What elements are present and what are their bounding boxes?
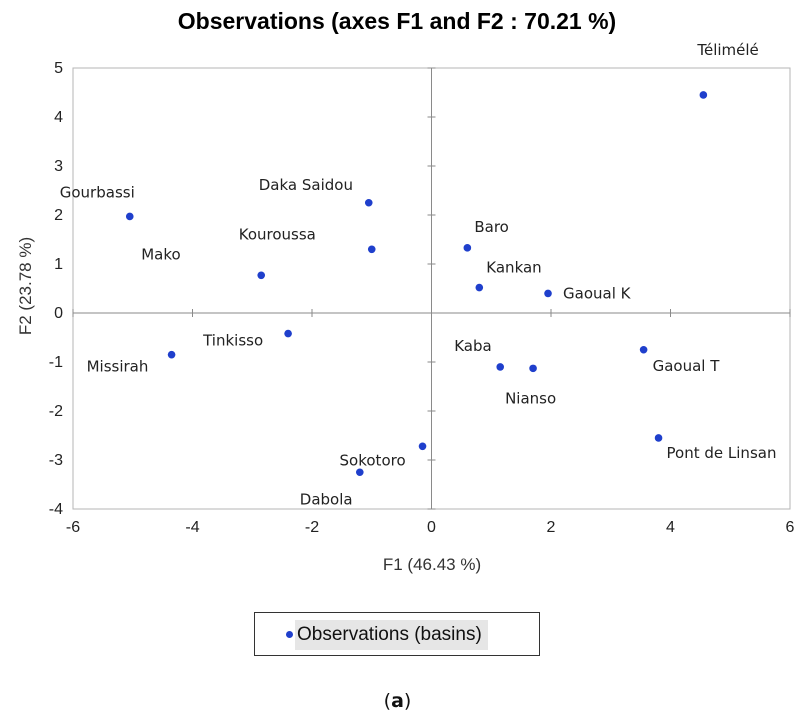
- y-axis-title: F2 (23.78 %): [16, 237, 35, 335]
- data-point: [529, 364, 537, 373]
- x-tick-label: 0: [427, 519, 436, 536]
- x-tick-label: -4: [185, 519, 199, 536]
- point-label: Sokotoro: [340, 451, 406, 469]
- point-label: Télimélé: [696, 41, 758, 59]
- data-point: [367, 245, 376, 254]
- point-label: Dabola: [300, 490, 353, 508]
- point-label: Gourbassi: [60, 183, 135, 201]
- y-tick-label: 5: [54, 60, 63, 77]
- x-tick-label: 4: [666, 519, 675, 536]
- x-axis-title: F1 (46.43 %): [383, 555, 481, 574]
- point-label: Mako: [141, 245, 180, 263]
- point-label: Nianso: [505, 389, 556, 407]
- y-tick-label: -2: [49, 403, 63, 420]
- x-tick-label: 2: [547, 519, 556, 536]
- y-tick-label: -4: [49, 501, 63, 518]
- legend-marker-icon: [286, 631, 293, 638]
- point-label: Kankan: [486, 259, 541, 277]
- data-point: [496, 363, 505, 371]
- point-label: Gaoual T: [653, 357, 721, 375]
- data-point: [654, 434, 663, 442]
- x-tick-label: -2: [305, 519, 319, 536]
- caption-open-paren: (: [383, 690, 392, 712]
- data-point: [284, 329, 292, 338]
- data-point: [463, 244, 472, 252]
- scatter-chart: Observations (axes F1 and F2 : 70.21 %) …: [16, 8, 795, 574]
- y-tick-label: 0: [54, 305, 63, 322]
- y-tick-label: -3: [49, 452, 63, 469]
- data-point: [125, 212, 134, 221]
- point-label: Baro: [474, 218, 509, 236]
- point-label: Tinkisso: [202, 332, 263, 350]
- data-point: [167, 350, 176, 359]
- data-point: [639, 345, 648, 354]
- point-label: Kouroussa: [239, 225, 316, 243]
- x-tick-label: -6: [66, 519, 80, 536]
- data-point: [364, 198, 373, 207]
- x-tick-label: 6: [786, 519, 795, 536]
- point-label: Kaba: [454, 337, 491, 355]
- legend: Observations (basins): [254, 612, 540, 656]
- y-tick-label: 4: [54, 109, 63, 126]
- chart-title: Observations (axes F1 and F2 : 70.21 %): [178, 8, 616, 34]
- data-point: [544, 289, 552, 298]
- y-tick-label: 1: [54, 256, 63, 273]
- data-point: [418, 442, 427, 451]
- point-label: Pont de Linsan: [667, 444, 777, 462]
- point-label: Gaoual K: [563, 284, 632, 302]
- data-point: [257, 271, 266, 280]
- data-point: [475, 283, 484, 292]
- y-tick-label: 3: [54, 158, 63, 175]
- y-tick-label: 2: [54, 207, 63, 224]
- point-label: Daka Saidou: [259, 176, 353, 194]
- caption-close-paren: ): [403, 690, 412, 712]
- point-label: Missirah: [87, 358, 149, 376]
- points-layer: [125, 91, 708, 477]
- legend-label: Observations (basins): [295, 620, 488, 650]
- point-labels-layer: Télimélé Gourbassi Daka Saidou Kouroussa Mak…: [60, 41, 777, 508]
- figure-caption: (a): [0, 690, 795, 712]
- y-tick-label: -1: [49, 354, 63, 371]
- data-point: [699, 91, 708, 99]
- data-point: [356, 468, 364, 477]
- caption-letter: a: [391, 690, 404, 712]
